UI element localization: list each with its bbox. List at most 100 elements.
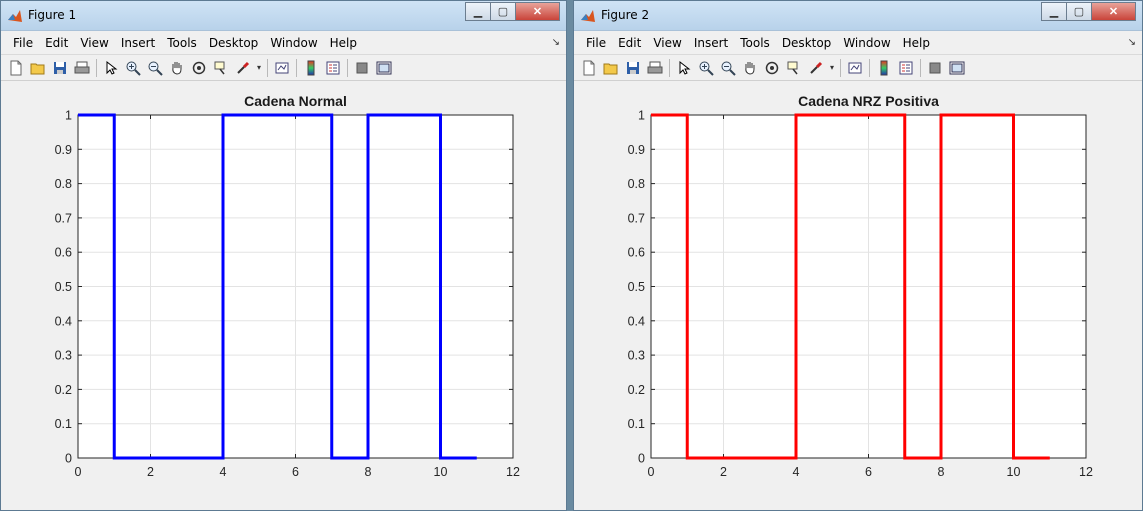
y-tick-label: 0.9 [628, 143, 645, 157]
open-file-icon[interactable] [600, 57, 622, 79]
figure-toolbar: ▾ [574, 55, 1142, 81]
y-tick-label: 0.8 [55, 177, 72, 191]
dock-figure-icon[interactable]: ↘ [551, 37, 560, 48]
pan-hand-icon[interactable] [739, 57, 761, 79]
x-tick-label: 8 [938, 465, 945, 479]
x-tick-label: 0 [75, 465, 82, 479]
menu-help[interactable]: Help [329, 35, 357, 50]
menu-window[interactable]: Window [270, 35, 318, 50]
y-tick-label: 0.4 [55, 314, 72, 328]
maximize-button[interactable]: ▢ [490, 2, 516, 21]
legend-icon[interactable] [322, 57, 344, 79]
close-button[interactable]: ✕ [1091, 2, 1136, 21]
axes[interactable]: 0 2 4 6 8 10 12 0 0.1 0.2 0.3 0.4 0.5 0.6 0.7 0.8 0.9 1 Ca… [1, 83, 567, 511]
zoom-in-icon[interactable] [122, 57, 144, 79]
hide-plot-tools-icon[interactable] [924, 57, 946, 79]
menu-insert[interactable]: Insert [693, 35, 729, 50]
data-cursor-icon[interactable] [210, 57, 232, 79]
menu-tools[interactable]: Tools [740, 35, 770, 50]
zoom-in-icon[interactable] [695, 57, 717, 79]
brush-icon[interactable] [805, 57, 827, 79]
plot-area: 0 2 4 6 8 10 12 0 0.1 0.2 0.3 0.4 0.5 0.6 0.7 0.8 0.9 1 Ca… [1, 83, 566, 510]
menu-edit[interactable]: Edit [618, 35, 642, 50]
data-cursor-icon[interactable] [783, 57, 805, 79]
x-tick-label: 6 [292, 465, 299, 479]
link-plot-icon[interactable] [271, 57, 293, 79]
dock-figure-icon[interactable]: ↘ [1127, 37, 1136, 48]
y-tick-label: 0.7 [55, 211, 72, 225]
chart-title: Cadena NRZ Positiva [798, 93, 939, 109]
y-tick-label: 0.9 [55, 143, 72, 157]
title-bar[interactable]: Figure 1 ▁ ▢ ✕ [1, 1, 566, 31]
print-icon[interactable] [71, 57, 93, 79]
minimize-button[interactable]: ▁ [1041, 2, 1067, 21]
rotate-3d-icon[interactable] [188, 57, 210, 79]
colorbar-icon[interactable] [873, 57, 895, 79]
signal-line [78, 113, 477, 460]
pan-hand-icon[interactable] [166, 57, 188, 79]
menu-desktop[interactable]: Desktop [208, 35, 259, 50]
save-icon[interactable] [622, 57, 644, 79]
y-tick-label: 0.5 [628, 280, 645, 294]
hide-plot-tools-icon[interactable] [351, 57, 373, 79]
toolbar-separator [296, 58, 297, 77]
edit-plot-arrow-icon[interactable] [673, 57, 695, 79]
zoom-out-icon[interactable] [717, 57, 739, 79]
new-figure-icon[interactable] [578, 57, 600, 79]
y-tick-label: 0.4 [628, 314, 645, 328]
figure-window-1: Figure 1 ▁ ▢ ✕ File Edit View Insert Too… [0, 0, 567, 511]
close-button[interactable]: ✕ [515, 2, 560, 21]
window-title: Figure 1 [28, 8, 77, 22]
figure-window-2: Figure 2 ▁ ▢ ✕ File Edit View Insert Too… [573, 0, 1143, 511]
colorbar-icon[interactable] [300, 57, 322, 79]
toolbar-separator [96, 58, 97, 77]
y-tick-label: 0.8 [628, 177, 645, 191]
maximize-button[interactable]: ▢ [1066, 2, 1092, 21]
brush-icon[interactable] [232, 57, 254, 79]
new-figure-icon[interactable] [5, 57, 27, 79]
x-tick-label: 8 [365, 465, 372, 479]
legend-icon[interactable] [895, 57, 917, 79]
menu-view[interactable]: View [653, 35, 682, 50]
brush-dropdown-icon[interactable]: ▾ [256, 63, 261, 72]
x-tick-label: 10 [1007, 465, 1021, 479]
menu-tools[interactable]: Tools [167, 35, 197, 50]
open-file-icon[interactable] [27, 57, 49, 79]
menu-insert[interactable]: Insert [120, 35, 156, 50]
y-tick-label: 0.2 [628, 383, 645, 397]
y-tick-label: 1 [638, 109, 645, 123]
menu-bar: File Edit View Insert Tools Desktop Wind… [1, 31, 566, 55]
toolbar-separator [840, 58, 841, 77]
menu-file[interactable]: File [13, 35, 34, 50]
y-tick-label: 0.1 [628, 417, 645, 431]
show-plot-tools-icon[interactable] [373, 57, 395, 79]
figure-toolbar: ▾ [1, 55, 566, 81]
x-tick-label: 12 [1079, 465, 1093, 479]
minimize-button[interactable]: ▁ [465, 2, 491, 21]
rotate-3d-icon[interactable] [761, 57, 783, 79]
menu-desktop[interactable]: Desktop [781, 35, 832, 50]
y-tick-label: 1 [65, 109, 72, 123]
toolbar-separator [920, 58, 921, 77]
menu-file[interactable]: File [586, 35, 607, 50]
print-icon[interactable] [644, 57, 666, 79]
show-plot-tools-icon[interactable] [946, 57, 968, 79]
menu-window[interactable]: Window [843, 35, 891, 50]
axes[interactable]: 0 2 4 6 8 10 12 0 0.1 0.2 0.3 0.4 0.5 0.6 0.7 0.8 0.9 1 Ca… [574, 83, 1143, 511]
y-tick-label: 0.7 [628, 211, 645, 225]
brush-dropdown-icon[interactable]: ▾ [829, 63, 834, 72]
toolbar-separator [267, 58, 268, 77]
y-tick-label: 0 [65, 452, 72, 466]
toolbar-separator [347, 58, 348, 77]
save-icon[interactable] [49, 57, 71, 79]
menu-help[interactable]: Help [902, 35, 930, 50]
x-tick-label: 4 [793, 465, 800, 479]
menu-edit[interactable]: Edit [45, 35, 69, 50]
menu-view[interactable]: View [80, 35, 109, 50]
y-tick-label: 0 [638, 452, 645, 466]
menu-bar: File Edit View Insert Tools Desktop Wind… [574, 31, 1142, 55]
link-plot-icon[interactable] [844, 57, 866, 79]
title-bar[interactable]: Figure 2 ▁ ▢ ✕ [574, 1, 1142, 31]
zoom-out-icon[interactable] [144, 57, 166, 79]
edit-plot-arrow-icon[interactable] [100, 57, 122, 79]
